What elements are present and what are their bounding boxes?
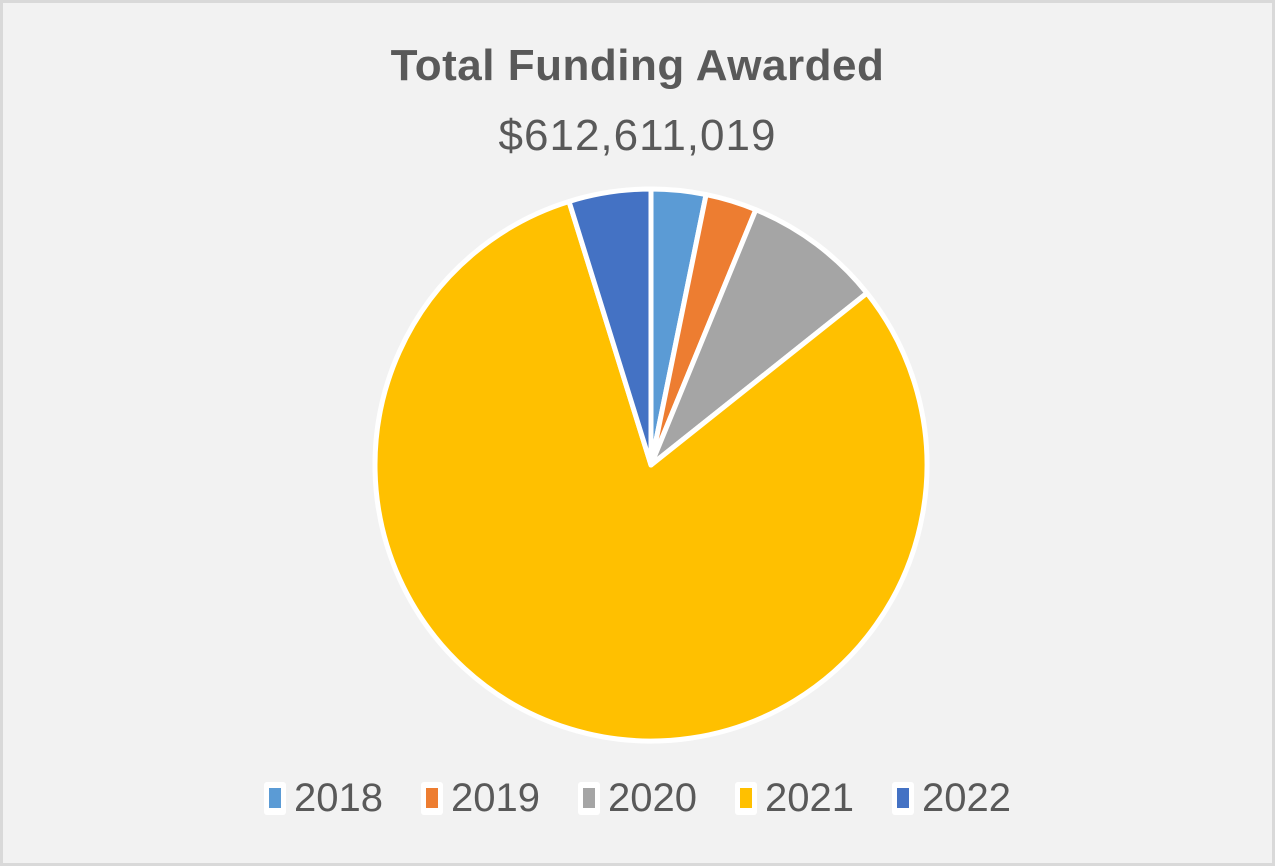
legend-label: 2019 [451, 776, 540, 820]
chart-subtitle-total: $612,611,019 [498, 111, 777, 160]
legend-swatch-bg [421, 781, 444, 815]
legend-item-2022[interactable]: 2022 [891, 774, 1011, 822]
legend-swatch-bg [734, 781, 757, 815]
pie-slice-2022[interactable] [566, 186, 654, 468]
legend-label: 2022 [921, 776, 1011, 820]
legend-item-2018[interactable]: 2018 [264, 774, 383, 822]
legend-item-2019[interactable]: 2019 [421, 774, 540, 822]
legend-label: 2018 [294, 776, 384, 820]
legend-item-2021[interactable]: 2021 [734, 774, 854, 822]
pie-slice-2020[interactable] [648, 207, 870, 468]
legend-label: 2020 [608, 776, 697, 820]
legend-swatch-icon [583, 788, 595, 808]
legend-swatch-icon [426, 788, 439, 808]
legend-swatch-icon [739, 788, 752, 808]
legend-swatch-bg [891, 781, 914, 815]
legend-swatch-icon [896, 788, 909, 808]
pie-slice-2021[interactable] [372, 198, 930, 744]
legend: 2018 2019 2020 2021 2022 [0, 774, 1275, 822]
legend-swatch-bg [264, 781, 287, 815]
pie-slices [372, 186, 930, 744]
chart-title: Total Funding Awarded [390, 41, 885, 90]
legend-swatch-icon [269, 788, 282, 808]
legend-label: 2021 [764, 776, 854, 820]
legend-item-2020[interactable]: 2020 [578, 774, 697, 822]
legend-swatch-bg [578, 781, 600, 815]
